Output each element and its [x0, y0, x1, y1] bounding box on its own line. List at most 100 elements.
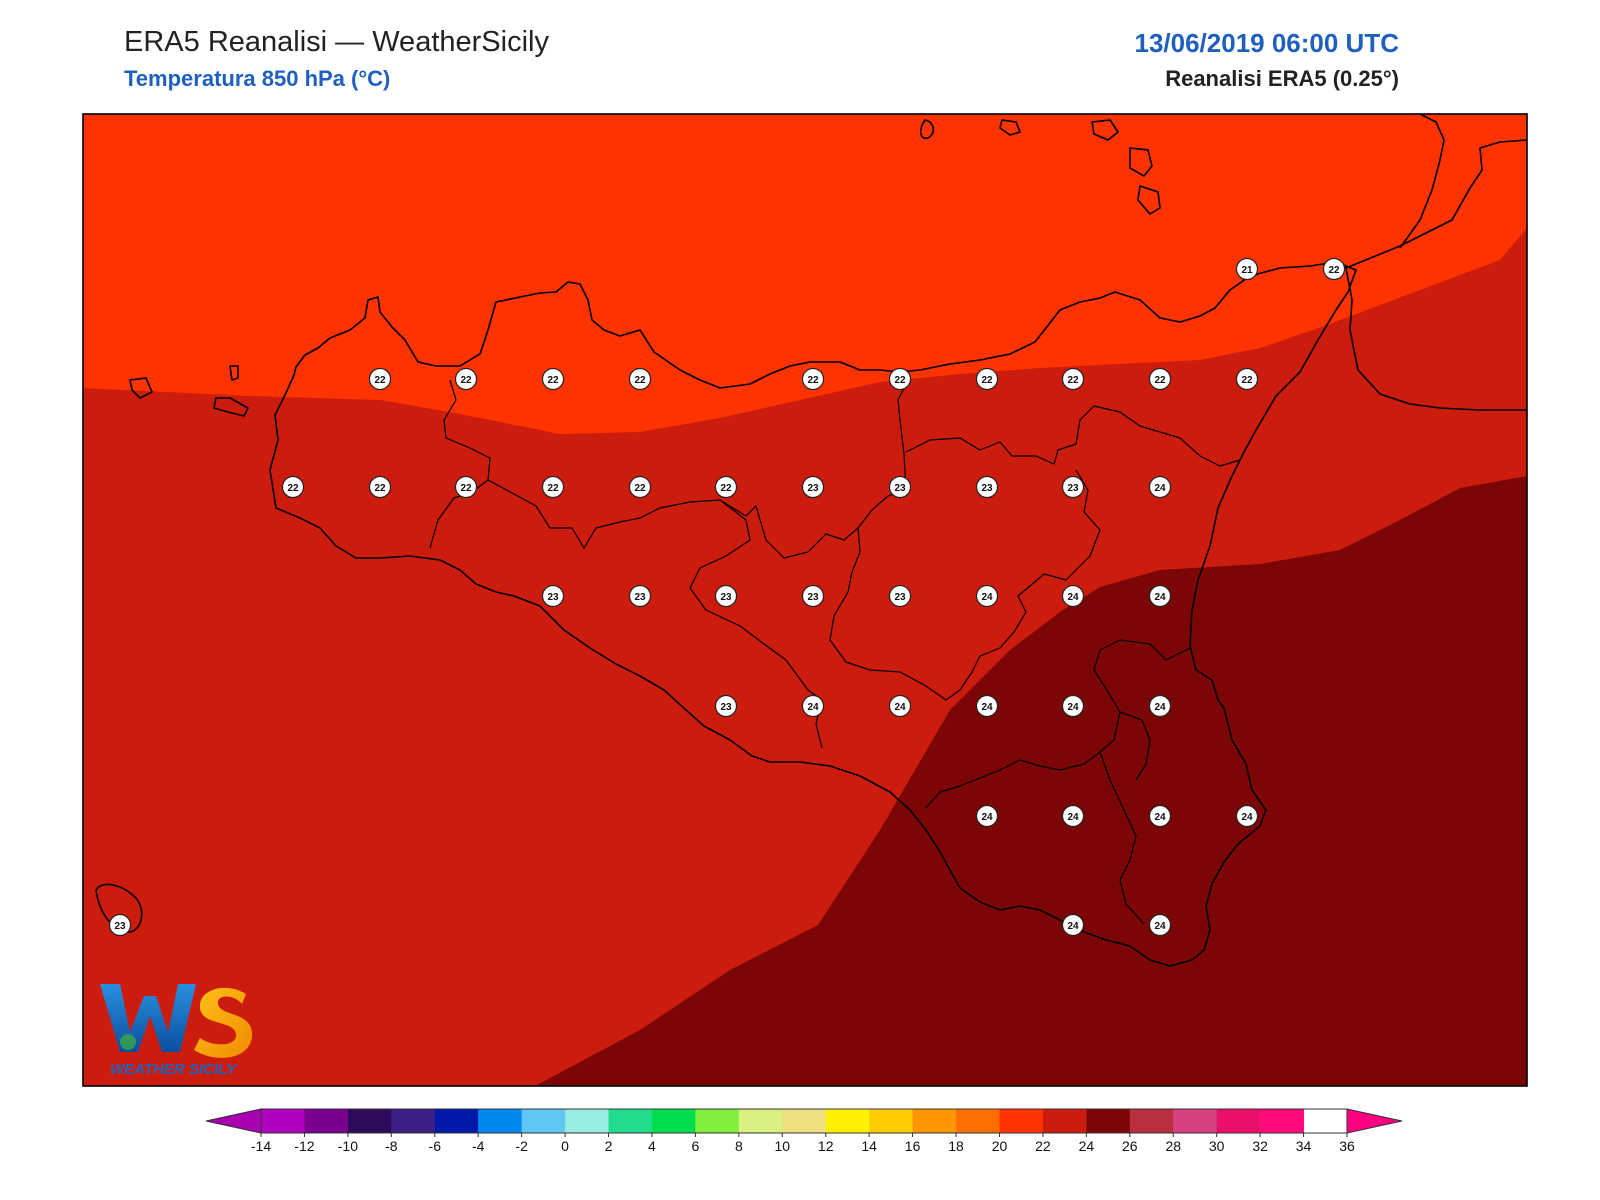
station-value: 22	[807, 375, 819, 386]
station-value: 23	[720, 702, 732, 713]
station-marker: 24	[1148, 694, 1172, 718]
station-marker: 24	[1148, 913, 1172, 937]
station-marker: 21	[1235, 257, 1259, 281]
station-dot	[888, 694, 912, 718]
station-marker: 23	[628, 584, 652, 608]
colorbar-tick-label: 2	[605, 1138, 613, 1154]
station-marker: 24	[975, 804, 999, 828]
station-dot	[888, 475, 912, 499]
colorbar-tick-label: -8	[385, 1138, 398, 1154]
station-value: 22	[981, 375, 993, 386]
station-marker: 24	[975, 694, 999, 718]
station-marker: 22	[1061, 367, 1085, 391]
station-value: 22	[547, 483, 559, 494]
station-value: 23	[807, 592, 819, 603]
colorbar-tick-label: 0	[561, 1138, 569, 1154]
station-value: 24	[981, 592, 993, 603]
colorbar-tick-label: 14	[861, 1138, 877, 1154]
station-marker: 22	[628, 367, 652, 391]
colorbar-segment	[999, 1109, 1044, 1133]
station-dot	[368, 475, 392, 499]
station-marker: 23	[541, 584, 565, 608]
station-value: 24	[1154, 921, 1166, 932]
station-value: 22	[894, 375, 906, 386]
station-marker: 22	[1148, 367, 1172, 391]
station-value: 22	[1067, 375, 1079, 386]
station-marker: 24	[1061, 913, 1085, 937]
colorbar-over-extension	[1346, 1108, 1403, 1134]
station-dot	[368, 367, 392, 391]
station-value: 24	[1241, 812, 1253, 823]
station-value: 22	[1241, 375, 1253, 386]
colorbar-segment	[521, 1109, 566, 1133]
colorbar-tick-label: 18	[948, 1138, 964, 1154]
colorbar-tick-label: -6	[429, 1138, 442, 1154]
colorbar-segment	[608, 1109, 653, 1133]
station-value: 23	[981, 483, 993, 494]
dataset-source: Reanalisi ERA5 (0.25°)	[1165, 66, 1399, 91]
station-marker: 23	[888, 475, 912, 499]
colorbar-segment	[1129, 1109, 1174, 1133]
station-dot	[714, 584, 738, 608]
station-marker: 23	[108, 913, 132, 937]
station-value: 24	[1067, 702, 1079, 713]
colorbar-segment	[651, 1109, 696, 1133]
station-marker: 22	[714, 475, 738, 499]
station-dot	[281, 475, 305, 499]
station-value: 23	[894, 483, 906, 494]
station-value: 23	[1067, 483, 1079, 494]
station-marker: 24	[888, 694, 912, 718]
station-marker: 23	[1061, 475, 1085, 499]
map-subtitle: Temperatura 850 hPa (°C)	[124, 66, 391, 91]
logo-s-shape	[194, 987, 253, 1058]
station-dot	[714, 475, 738, 499]
station-value: 22	[720, 483, 732, 494]
station-dot	[888, 367, 912, 391]
station-value: 22	[460, 483, 472, 494]
colorbar-tick-label: -10	[338, 1138, 358, 1154]
station-dot	[454, 367, 478, 391]
station-value: 23	[114, 921, 126, 932]
station-value: 23	[547, 592, 559, 603]
colorbar-tick-label: 16	[905, 1138, 921, 1154]
coastline	[95, 114, 1527, 967]
weather-sicily-logo: WEATHER SICILY	[100, 984, 253, 1078]
station-dot	[801, 475, 825, 499]
colorbar-outline	[260, 1108, 1348, 1134]
colorbar-tick-label: 4	[648, 1138, 656, 1154]
colorbar-segment	[1086, 1109, 1131, 1133]
station-dot	[1148, 804, 1172, 828]
station-value: 24	[1154, 592, 1166, 603]
station-marker: 24	[1061, 694, 1085, 718]
station-dot	[1148, 475, 1172, 499]
colorbar-segment	[391, 1109, 436, 1133]
station-value: 23	[720, 592, 732, 603]
colorbar-tick-label: 10	[774, 1138, 790, 1154]
station-dot	[1061, 804, 1085, 828]
field-24-26	[535, 476, 1527, 1086]
colorbar-segment	[825, 1109, 870, 1133]
station-marker: 22	[368, 367, 392, 391]
station-value: 24	[1067, 812, 1079, 823]
station-value: 24	[894, 702, 906, 713]
station-value: 21	[1241, 265, 1253, 276]
station-dot	[541, 367, 565, 391]
colorbar-segment	[304, 1109, 349, 1133]
station-marker: 22	[541, 367, 565, 391]
station-value: 22	[374, 483, 386, 494]
station-value: 24	[981, 702, 993, 713]
colorbar-segment	[738, 1109, 783, 1133]
colorbar-tick-label: -2	[515, 1138, 528, 1154]
station-marker: 22	[281, 475, 305, 499]
station-dot	[1322, 257, 1346, 281]
station-value: 24	[807, 702, 819, 713]
station-value: 24	[981, 812, 993, 823]
station-dot	[1061, 584, 1085, 608]
station-marker: 24	[1235, 804, 1259, 828]
colorbar-tick-label: -14	[251, 1138, 271, 1154]
station-dot	[888, 584, 912, 608]
colorbar-tick-label: 32	[1252, 1138, 1268, 1154]
logo-text: WEATHER SICILY	[110, 1061, 238, 1078]
logo-w-shape	[100, 984, 196, 1052]
